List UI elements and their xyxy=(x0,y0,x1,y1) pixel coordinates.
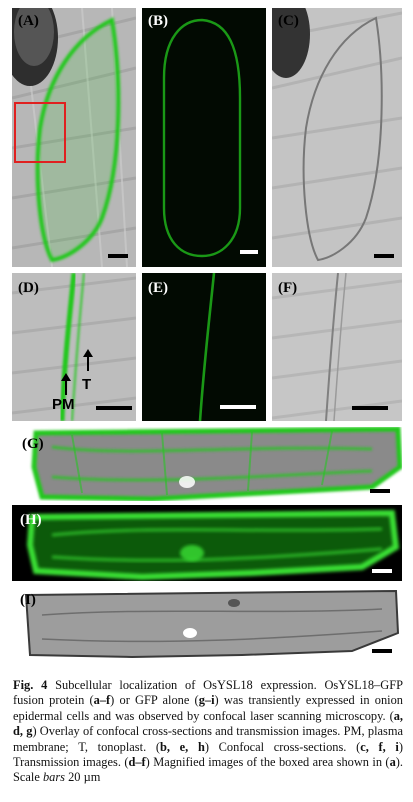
panel-g-label: (G) xyxy=(22,436,44,452)
caption-text: ) Overlay of confocal cross-sections and… xyxy=(13,724,403,754)
panel-h-label: (H) xyxy=(20,512,42,528)
panel-e-confocal-image: (E) xyxy=(142,273,266,421)
panel-i-graphic xyxy=(24,589,400,659)
caption-text: ) or GFP alone ( xyxy=(110,693,199,708)
panel-h-scale-bar xyxy=(372,569,392,573)
panel-h-confocal-image: (H) xyxy=(12,505,402,581)
panel-a-overlay-image: (A) xyxy=(12,8,136,267)
panel-c-scale-bar xyxy=(374,254,394,258)
caption-text: ) Confocal cross-sections. ( xyxy=(204,739,361,754)
panel-g-scale-bar xyxy=(370,489,390,493)
panel-a-label: (A) xyxy=(18,13,39,29)
panel-d-overlay-image: (D) PM T xyxy=(12,273,136,421)
caption-text: Subcellular localization of OsYSL18 expr… xyxy=(13,678,403,708)
caption-ref: b, e, h xyxy=(159,739,205,754)
panel-b-graphic xyxy=(162,18,242,258)
caption-ref: a–f xyxy=(93,693,111,708)
caption-text: ). Scale xyxy=(13,755,403,785)
caption-ref: d–f xyxy=(128,755,146,770)
caption-ref: g–i xyxy=(198,693,215,708)
panel-g-overlay-image: (G) xyxy=(12,427,402,501)
panel-e-scale-bar xyxy=(220,405,256,409)
panel-i-transmission-image: (I) xyxy=(12,585,402,661)
panel-f-transmission-image: (F) xyxy=(272,273,402,421)
panel-c-label: (C) xyxy=(278,13,299,29)
panel-b-confocal-image: (B) xyxy=(142,8,266,267)
panel-g-graphic xyxy=(31,427,402,501)
boxed-area-marker xyxy=(14,102,66,163)
figure-caption: Fig. 4 Subcellular localization of OsYSL… xyxy=(13,678,403,786)
panel-f-graphic xyxy=(272,273,402,421)
panel-d-graphic xyxy=(12,273,136,421)
panel-e-graphic xyxy=(198,273,216,421)
panel-c-graphic xyxy=(272,8,402,267)
caption-ref: a, d, g xyxy=(13,708,403,739)
plasma-membrane-annotation: PM xyxy=(52,396,75,413)
panel-b-scale-bar xyxy=(240,250,258,254)
panel-d-scale-bar xyxy=(96,406,132,410)
panel-b-label: (B) xyxy=(148,13,168,29)
panel-h-graphic xyxy=(26,509,400,581)
caption-text: ) Magnified images of the boxed area sho… xyxy=(145,755,390,770)
panel-i-scale-bar xyxy=(372,649,392,653)
caption-ref: a xyxy=(389,755,396,770)
panel-c-transmission-image: (C) xyxy=(272,8,402,267)
panel-f-scale-bar xyxy=(352,406,388,410)
panel-i-label: (I) xyxy=(20,592,36,608)
caption-text: ) was transiently expressed in onion epi… xyxy=(13,693,403,723)
caption-text: ) Transmission images. ( xyxy=(13,739,403,770)
caption-italic: bars xyxy=(42,770,65,785)
caption-text: 20 µm xyxy=(64,770,101,785)
panel-a-scale-bar xyxy=(108,254,128,258)
tonoplast-annotation: T xyxy=(82,376,92,393)
panel-e-label: (E) xyxy=(148,280,168,296)
panel-a-graphic xyxy=(12,8,136,267)
panel-f-label: (F) xyxy=(278,280,298,296)
caption-ref: c, f, i xyxy=(360,739,399,754)
figure-number: Fig. 4 xyxy=(13,678,48,692)
panel-d-label: (D) xyxy=(18,280,39,296)
